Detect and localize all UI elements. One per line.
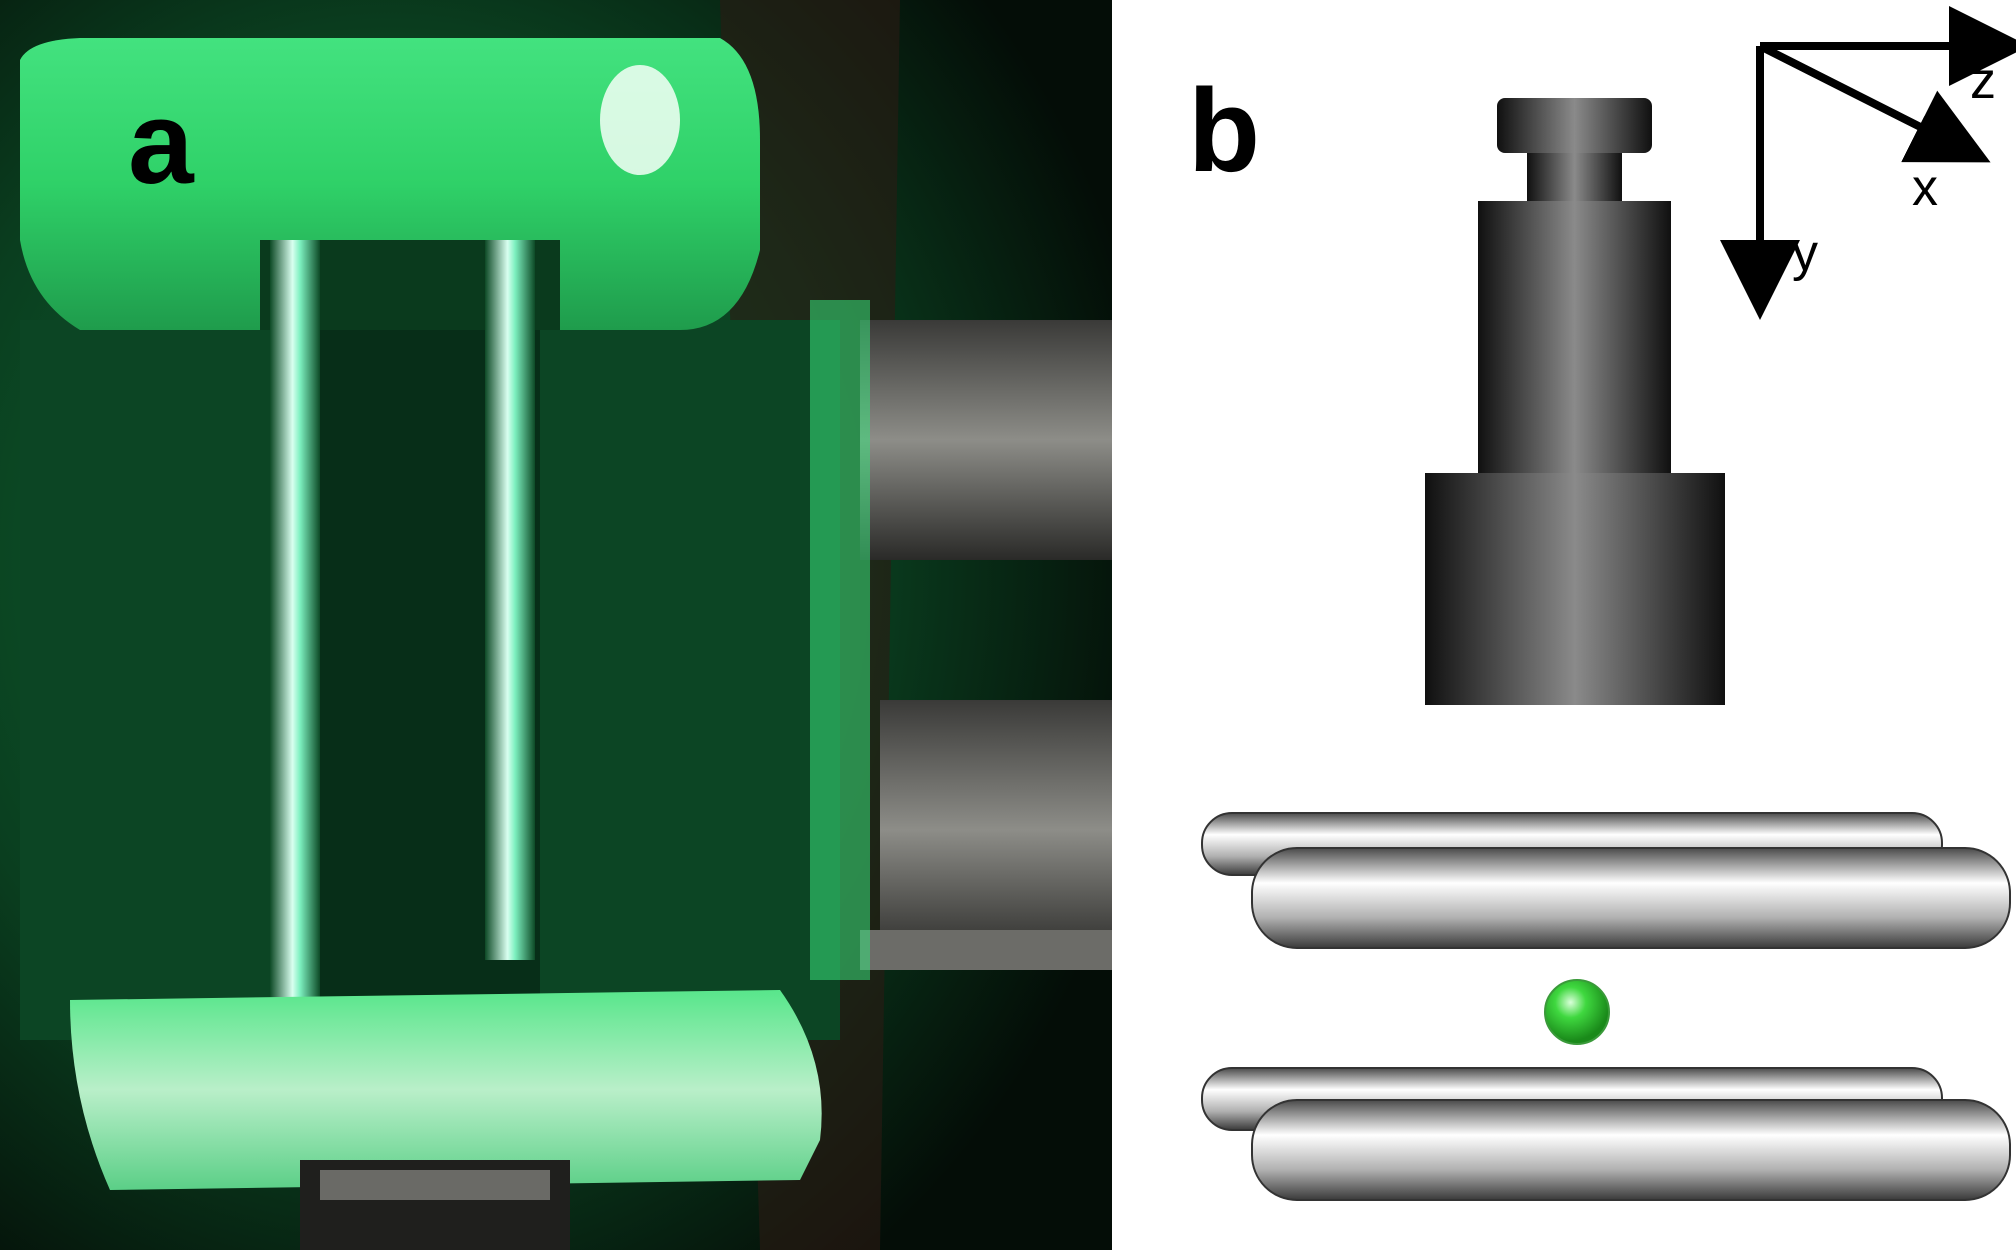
axis-y-label: y bbox=[1792, 224, 1818, 282]
panel-b-label: b bbox=[1188, 65, 1261, 197]
particle-icon bbox=[1544, 979, 1610, 1045]
trap-photo bbox=[0, 0, 1112, 1250]
axes-icon: z x y bbox=[1720, 6, 2016, 320]
upper-rods bbox=[1201, 812, 2011, 949]
axis-z-label: z bbox=[1970, 52, 1996, 110]
lower-rods bbox=[1201, 1067, 2011, 1201]
trap-schematic: z x y bbox=[1201, 6, 2016, 1201]
panel-a-photo: a bbox=[0, 0, 1112, 1250]
objective-icon bbox=[1425, 98, 1725, 705]
panel-b-schematic: z x y b bbox=[1112, 0, 2016, 1250]
axis-x-label: x bbox=[1912, 159, 1938, 217]
panel-a-label: a bbox=[128, 77, 194, 209]
